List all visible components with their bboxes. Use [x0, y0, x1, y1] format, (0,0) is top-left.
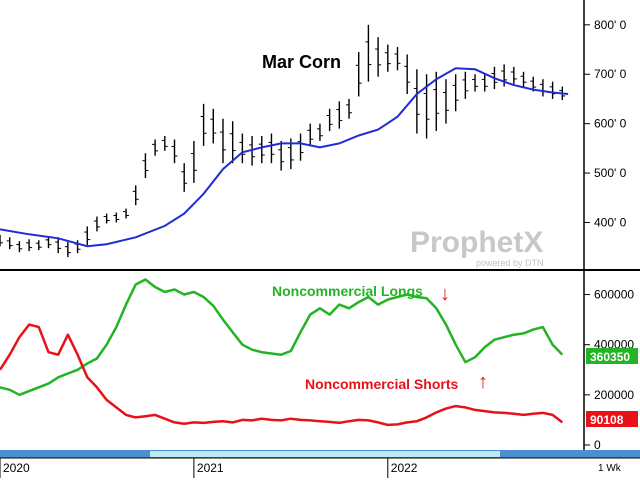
price-tick-label: 400' 0: [594, 215, 627, 229]
price-tick-label: 700' 0: [594, 67, 627, 81]
time-scroll-thumb[interactable]: [150, 451, 500, 457]
moving-average: [0, 67, 569, 248]
last-value-longs-box: [586, 348, 638, 364]
cot-lines: [0, 278, 564, 427]
last-value-shorts-box: [586, 411, 638, 427]
noncommercial-shorts-line: [0, 323, 564, 427]
cot-tick-label: 600000: [594, 288, 634, 302]
watermark-tagline: powered by DTN: [476, 258, 544, 268]
x-tick-label: 2022: [391, 461, 418, 475]
x-axis-labels: 2020 2021 2022: [0, 458, 418, 478]
chart-title: Mar Corn: [262, 52, 341, 72]
last-value-longs: 360350: [590, 350, 630, 364]
cot-tick-label: 0: [594, 438, 601, 452]
x-tick-label: 2021: [197, 461, 224, 475]
period-label: 1 Wk: [598, 463, 622, 474]
annotation-arrow-down: ↓: [440, 283, 450, 305]
price-tick-label: 800' 0: [594, 18, 627, 32]
last-value-shorts: 90108: [590, 413, 624, 427]
series-label-shorts: Noncommercial Shorts: [305, 376, 458, 392]
price-tick-label: 500' 0: [594, 166, 627, 180]
price-axis-ticks: 400' 0 500' 0 600' 0 700' 0 800' 0: [584, 18, 627, 229]
cot-tick-label: 200000: [594, 388, 634, 402]
watermark-brand: ProphetX: [410, 226, 543, 259]
price-tick-label: 600' 0: [594, 117, 627, 131]
annotation-arrow-up: ↑: [478, 371, 488, 393]
series-label-longs: Noncommercial Longs: [272, 283, 423, 299]
moving-average-line: [0, 67, 569, 248]
x-tick-label: 2020: [3, 461, 30, 475]
noncommercial-longs-line: [0, 278, 564, 397]
